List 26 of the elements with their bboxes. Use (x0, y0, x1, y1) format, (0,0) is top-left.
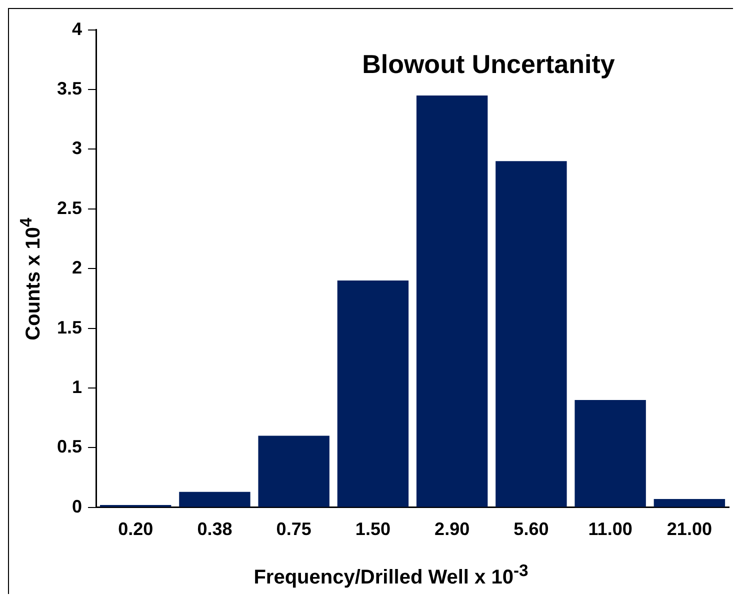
text: Blowout Uncertanity (362, 48, 616, 79)
y-tick-label: 0.5 (56, 436, 82, 457)
bar (416, 95, 488, 507)
y-tick-label: 0 (72, 496, 82, 516)
x-tick-label: 0.75 (276, 519, 312, 540)
y-tick-label: 3.5 (56, 78, 82, 98)
y-tick-label: 3 (72, 138, 82, 158)
y-tick-label: 2.5 (56, 198, 82, 218)
x-tick-label: 21.00 (666, 519, 712, 540)
bar (496, 161, 567, 507)
bar (258, 436, 330, 507)
x-tick-label: 2.90 (434, 519, 470, 540)
x-tick-label: 1.50 (355, 519, 390, 540)
x-tick-label: 5.60 (514, 519, 549, 540)
y-tick-label: 1 (72, 376, 82, 397)
x-tick-label: 11.00 (588, 519, 632, 540)
x-axis-title: Frequency/Drilled Well x 10$^{-3}$ (252, 561, 530, 590)
x-tick-label: 0.20 (118, 519, 154, 540)
bar (337, 280, 409, 507)
bar (654, 499, 726, 507)
y-tick-label: 2 (72, 258, 82, 278)
bar (179, 492, 250, 507)
bar (574, 400, 646, 507)
x-tick-label: 0.38 (197, 519, 232, 540)
y-tick-label: 1.5 (56, 317, 82, 338)
y-tick-label: 4 (72, 18, 82, 39)
